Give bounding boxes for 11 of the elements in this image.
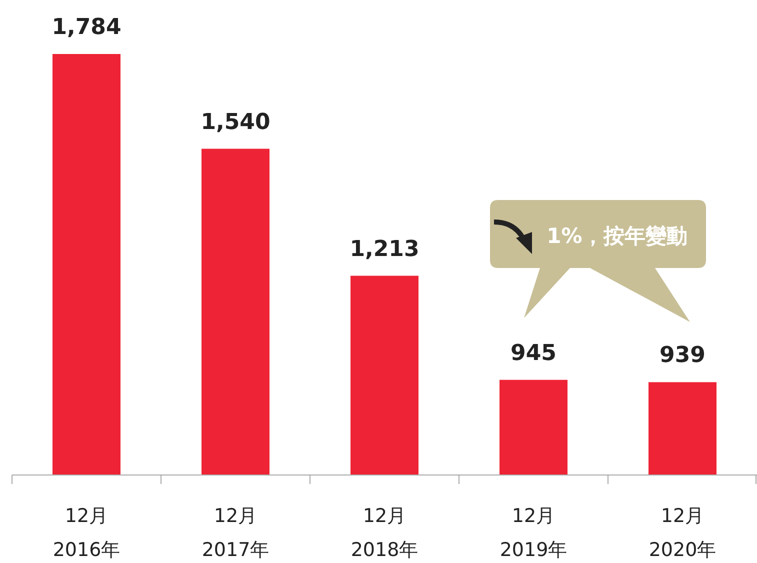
x-tick-label: 12月 2016年 — [52, 505, 120, 561]
annotation: 1%，按年變動 — [546, 224, 688, 248]
data-label: 1,213 — [350, 236, 420, 262]
x-tick-label: 12月 2018年 — [350, 505, 418, 561]
x-tick-label: 12月 2020年 — [648, 505, 716, 561]
data-label: 939 — [660, 343, 706, 368]
data-label: 945 — [510, 340, 556, 366]
x-tick-label: 12月 2017年 — [202, 505, 270, 561]
data-label: 1,540 — [200, 110, 270, 135]
x-tick-label: 12月 2019年 — [500, 505, 568, 561]
data-label: 1,784 — [52, 15, 122, 40]
